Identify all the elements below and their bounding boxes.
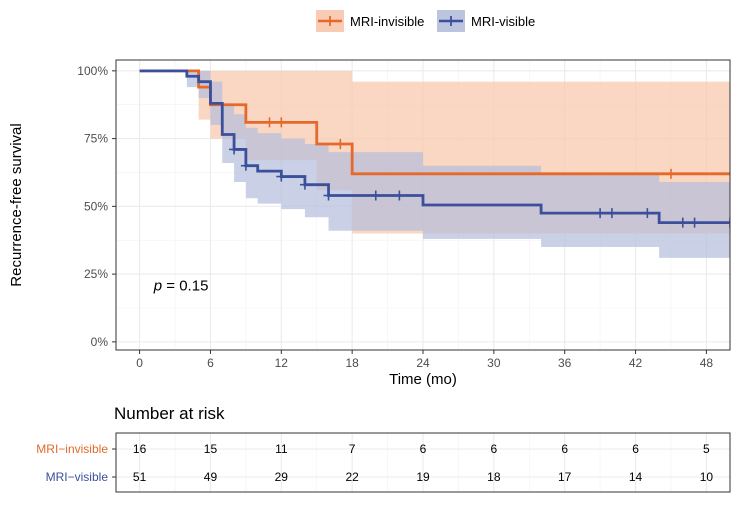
risk-cell-mri-visible: 17 (558, 470, 572, 484)
x-tick-label: 12 (275, 356, 289, 370)
x-tick-label: 48 (700, 356, 714, 370)
y-tick-label: 100% (77, 64, 108, 78)
risk-cell-mri-visible: 18 (487, 470, 501, 484)
risk-cell-mri-invisible: 6 (491, 442, 498, 456)
risk-row-label-mri-visible: MRI−visible (46, 470, 109, 484)
survival-curve-mri-invisible (139, 69, 730, 176)
risk-cell-mri-invisible: 6 (420, 442, 427, 456)
risk-table-title: Number at risk (114, 404, 225, 423)
legend-label: MRI-visible (471, 14, 535, 29)
y-tick-label: 50% (84, 199, 108, 213)
risk-cell-mri-visible: 19 (416, 470, 430, 484)
confidence-band-mri-visible (139, 70, 730, 258)
x-tick-label: 36 (558, 356, 572, 370)
censor-mark-mri-visible (725, 217, 730, 228)
risk-cell-mri-invisible: 16 (133, 442, 147, 456)
risk-cell-mri-invisible: 15 (204, 442, 218, 456)
risk-cell-mri-invisible: 7 (349, 442, 356, 456)
censor-mark-mri-invisible (665, 168, 676, 179)
censor-mark-mri-visible (276, 171, 287, 182)
censor-mark-mri-visible (299, 179, 310, 190)
risk-cell-mri-visible: 14 (629, 470, 643, 484)
p-value-text: = 0.15 (162, 277, 208, 294)
x-tick-label: 42 (629, 356, 643, 370)
censor-mark-mri-invisible (264, 117, 275, 128)
x-tick-label: 6 (207, 356, 214, 370)
legend-item-mri-visible: MRI-visible (437, 10, 535, 32)
risk-table-border (115, 432, 731, 493)
legend-item-mri-invisible: MRI-invisible (316, 10, 424, 32)
risk-cell-mri-visible: 10 (700, 470, 714, 484)
x-tick-label: 18 (345, 356, 359, 370)
risk-row-label-mri-invisible: MRI−invisible (36, 442, 108, 456)
censor-mark-mri-visible (606, 208, 617, 219)
y-tick-label: 0% (91, 335, 109, 349)
censor-mark-mri-visible (642, 208, 653, 219)
censor-mark-mri-invisible (276, 117, 287, 128)
p-value-annotation: p = 0.15 (153, 277, 209, 294)
censor-mark-mri-visible (323, 190, 334, 201)
x-axis-title: Time (mo) (389, 371, 457, 388)
y-tick-label: 75% (84, 132, 108, 146)
censor-mark-mri-visible (595, 208, 606, 219)
censor-mark-mri-visible (677, 217, 688, 228)
x-tick-label: 30 (487, 356, 501, 370)
x-tick-label: 0 (136, 356, 143, 370)
risk-cell-mri-invisible: 11 (275, 442, 288, 456)
y-axis-title: Recurrence-free survival (8, 123, 25, 286)
censor-mark-mri-invisible (335, 139, 346, 150)
series-layer (139, 69, 730, 258)
legend-label: MRI-invisible (350, 14, 424, 29)
censor-mark-mri-visible (394, 190, 405, 201)
risk-cell-mri-visible: 29 (275, 470, 289, 484)
risk-cell-mri-invisible: 5 (703, 442, 710, 456)
risk-cell-mri-visible: 51 (133, 470, 147, 484)
censor-mark-mri-visible (229, 144, 240, 155)
censor-mark-mri-visible (240, 160, 251, 171)
censor-mark-mri-visible (370, 190, 381, 201)
y-tick-label: 25% (84, 267, 108, 281)
risk-cell-mri-visible: 22 (345, 470, 359, 484)
x-tick-label: 24 (416, 356, 430, 370)
risk-cell-mri-invisible: 6 (632, 442, 639, 456)
survival-curve-mri-visible (139, 69, 730, 225)
censor-mark-mri-visible (689, 217, 700, 228)
p-symbol: p (153, 277, 162, 294)
risk-cell-mri-invisible: 6 (561, 442, 568, 456)
risk-cell-mri-visible: 49 (204, 470, 218, 484)
